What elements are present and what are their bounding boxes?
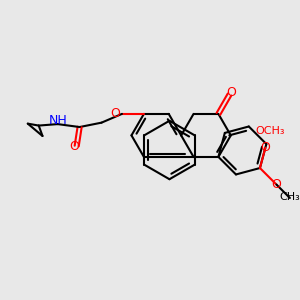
Text: O: O	[227, 86, 237, 99]
Text: CH₃: CH₃	[280, 191, 300, 202]
Text: O: O	[272, 178, 281, 191]
Text: O: O	[260, 141, 270, 154]
Text: OCH₃: OCH₃	[255, 126, 285, 136]
Text: O: O	[110, 107, 120, 120]
Text: O: O	[69, 140, 79, 152]
Text: NH: NH	[48, 114, 67, 127]
